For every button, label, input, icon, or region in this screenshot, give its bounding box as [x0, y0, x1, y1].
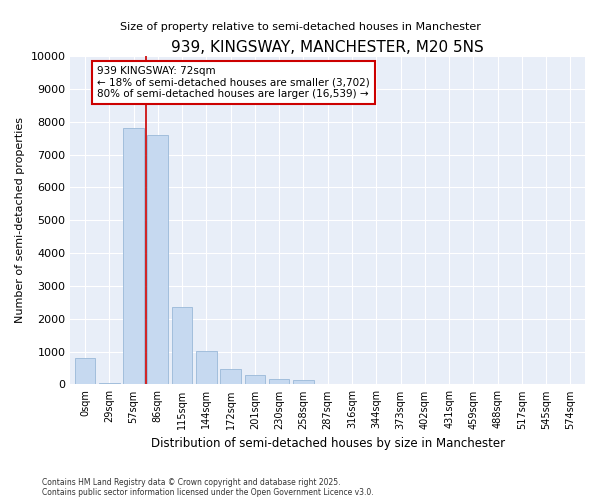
Bar	[269, 379, 289, 384]
X-axis label: Distribution of semi-detached houses by size in Manchester: Distribution of semi-detached houses by …	[151, 437, 505, 450]
Bar	[123, 128, 144, 384]
Bar	[196, 351, 217, 384]
Text: Contains HM Land Registry data © Crown copyright and database right 2025.
Contai: Contains HM Land Registry data © Crown c…	[42, 478, 374, 497]
Bar	[293, 380, 314, 384]
Bar	[220, 368, 241, 384]
Bar	[245, 374, 265, 384]
Bar	[99, 383, 119, 384]
Bar	[148, 135, 168, 384]
Text: 939 KINGSWAY: 72sqm
← 18% of semi-detached houses are smaller (3,702)
80% of sem: 939 KINGSWAY: 72sqm ← 18% of semi-detach…	[97, 66, 370, 99]
Title: 939, KINGSWAY, MANCHESTER, M20 5NS: 939, KINGSWAY, MANCHESTER, M20 5NS	[172, 40, 484, 55]
Y-axis label: Number of semi-detached properties: Number of semi-detached properties	[15, 118, 25, 324]
Bar	[172, 306, 193, 384]
Text: Size of property relative to semi-detached houses in Manchester: Size of property relative to semi-detach…	[119, 22, 481, 32]
Bar	[74, 358, 95, 384]
